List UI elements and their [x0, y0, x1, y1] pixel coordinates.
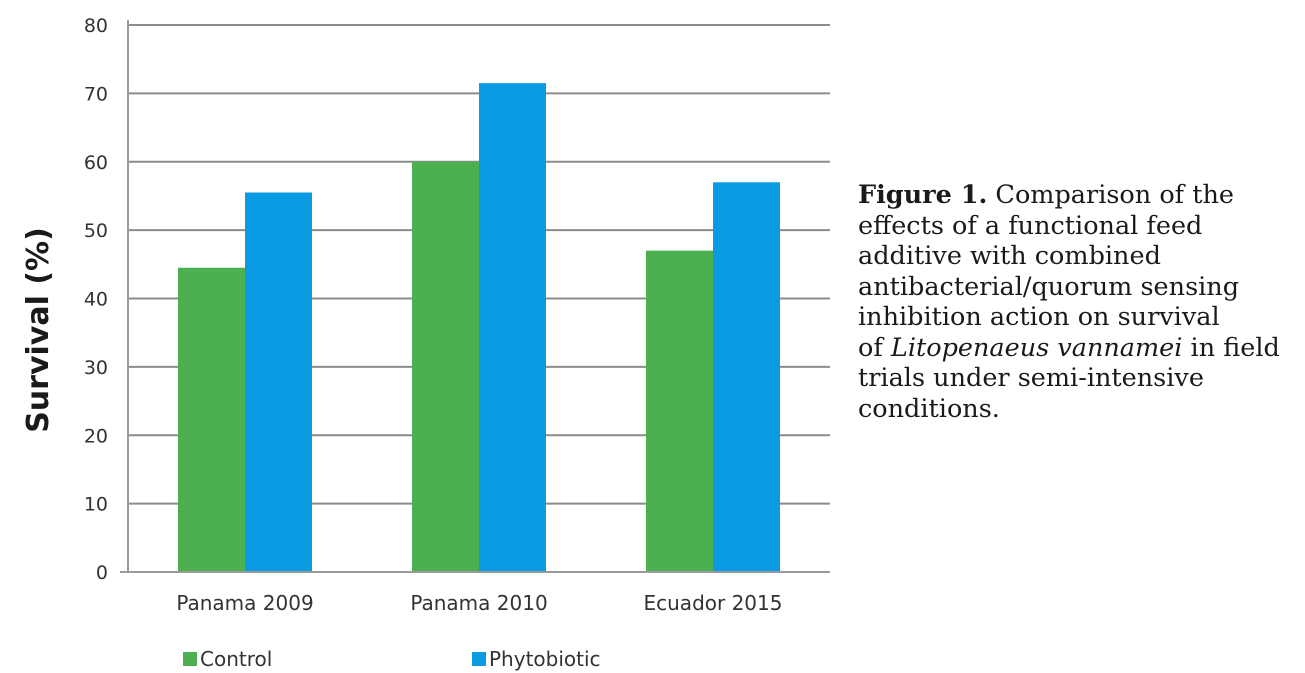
- legend-label: Control: [200, 647, 272, 671]
- y-tick-label: 0: [96, 562, 108, 584]
- y-axis-label: Survival (%): [21, 227, 56, 433]
- caption-line-1-text: Comparison of the: [987, 180, 1234, 210]
- figure-caption: Figure 1. Comparison of the effects of a…: [858, 180, 1303, 424]
- legend-swatch: [183, 652, 197, 666]
- x-tick-labels: Panama 2009 Panama 2010 Ecuador 2015: [176, 591, 782, 615]
- y-tick-label: 10: [84, 494, 108, 516]
- caption-line-3: additive with combined: [858, 241, 1161, 271]
- y-tick-label: 50: [84, 220, 108, 242]
- figure-label: Figure 1.: [858, 180, 988, 210]
- y-tick-label: 60: [84, 152, 108, 174]
- x-tick-label: Panama 2010: [410, 591, 547, 615]
- caption-line-6-post: in field: [1182, 332, 1280, 363]
- caption-line-6: of Litopenaeus vannamei in field: [858, 333, 1303, 364]
- y-tick-labels: 0 10 20 30 40 50 60 70 80: [84, 15, 108, 584]
- bars: [178, 83, 780, 573]
- caption-line-2: effects of a functional feed: [858, 210, 1203, 241]
- axes: [120, 20, 830, 573]
- legend-swatch: [472, 652, 486, 666]
- bar-control: [412, 161, 479, 572]
- bar-phytobiotic: [245, 192, 312, 573]
- bar-phytobiotic: [713, 182, 780, 572]
- caption-line-4: antibacterial/quorum sensing: [858, 271, 1240, 302]
- x-tick-label: Panama 2009: [176, 591, 313, 615]
- legend: Control Phytobiotic: [183, 647, 601, 671]
- species-name: Litopenaeus vannamei: [890, 332, 1183, 363]
- caption-line-6-pre: of: [858, 332, 891, 363]
- caption-line-5: inhibition action on survival: [858, 302, 1220, 332]
- x-tick-label: Ecuador 2015: [644, 591, 783, 615]
- y-tick-label: 30: [84, 357, 108, 379]
- caption-line-7: trials under semi-intensive: [858, 363, 1204, 393]
- bar-phytobiotic: [479, 83, 546, 573]
- y-tick-label: 80: [84, 15, 108, 37]
- caption-line-1: Figure 1. Comparison of the: [858, 180, 1303, 211]
- bar-control: [646, 250, 713, 572]
- bar-control: [178, 267, 245, 572]
- y-tick-label: 20: [84, 425, 108, 447]
- y-tick-label: 40: [84, 289, 108, 311]
- caption-line-8: conditions.: [858, 393, 1000, 424]
- y-tick-label: 70: [84, 83, 108, 105]
- legend-label: Phytobiotic: [489, 647, 601, 671]
- bar-chart: 0 10 20 30 40 50 60 70 80 Panama 2009 Panama 2010…: [21, 15, 830, 671]
